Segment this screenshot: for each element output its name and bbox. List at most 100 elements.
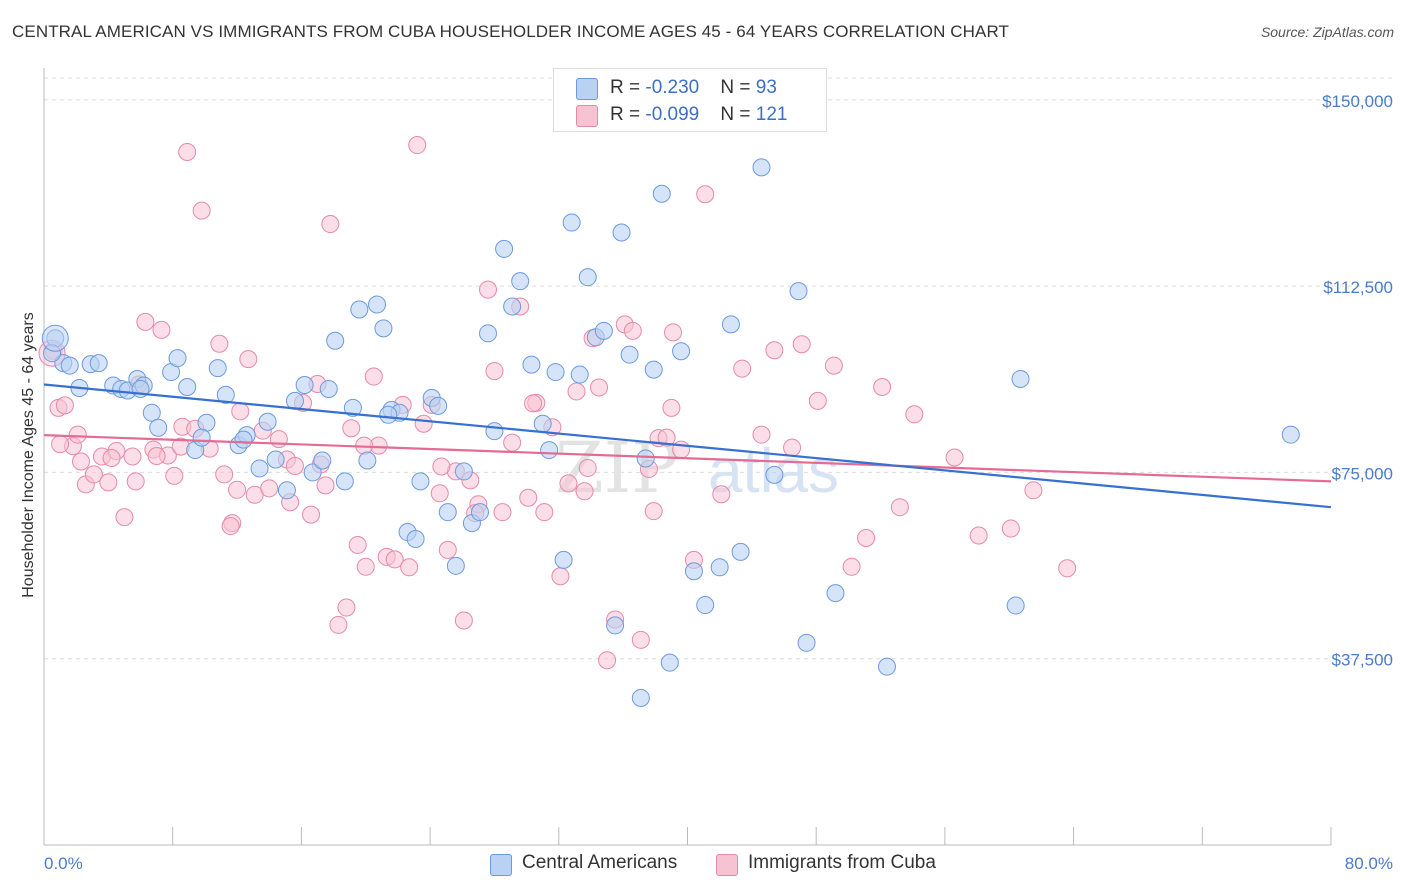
data-point-cuba	[102, 449, 121, 468]
data-point-cuba	[752, 425, 771, 444]
data-point-cuba	[356, 557, 375, 576]
data-point-central-american	[406, 529, 425, 548]
data-point-cuba	[215, 465, 234, 484]
data-point-cuba	[657, 428, 676, 447]
data-point-cuba	[890, 498, 909, 517]
trend-line-cuba	[43, 434, 1332, 483]
data-point-central-american	[411, 472, 430, 491]
data-point-cuba	[329, 615, 348, 634]
data-point-cuba	[969, 526, 988, 545]
data-point-central-american	[612, 223, 631, 242]
data-point-central-american	[546, 363, 565, 382]
data-point-cuba	[503, 433, 522, 452]
data-point-cuba	[192, 201, 211, 220]
data-point-cuba	[824, 356, 843, 375]
data-point-cuba	[712, 485, 731, 504]
data-point-cuba	[430, 484, 449, 503]
data-point-cuba	[136, 312, 155, 331]
data-point-central-american	[797, 633, 816, 652]
r-label: R =	[610, 77, 646, 98]
data-point-central-american	[374, 319, 393, 338]
source-label: Source: ZipAtlas.com	[1260, 24, 1394, 40]
series-central-americans	[41, 158, 1300, 707]
data-point-central-american	[485, 422, 504, 441]
data-point-cuba	[152, 320, 171, 339]
data-point-central-american	[368, 295, 387, 314]
data-point-central-american	[60, 356, 79, 375]
data-point-cuba	[524, 394, 543, 413]
data-point-cuba	[792, 335, 811, 354]
data-point-central-american	[522, 355, 541, 374]
data-point-cuba	[578, 458, 597, 477]
data-point-central-american	[479, 324, 498, 343]
data-point-cuba	[165, 466, 184, 485]
data-point-central-american	[142, 403, 161, 422]
data-point-central-american	[652, 184, 671, 203]
data-point-central-american	[533, 414, 552, 433]
data-point-cuba	[644, 502, 663, 521]
legend-text: R = -0.099 N = 121	[610, 104, 787, 126]
data-point-cuba	[342, 419, 361, 438]
data-point-central-american	[379, 405, 398, 424]
data-point-central-american	[234, 430, 253, 449]
data-point-central-american	[313, 451, 332, 470]
data-point-cuba	[400, 558, 419, 577]
n-label: N =	[720, 104, 756, 125]
data-point-cuba	[385, 550, 404, 569]
data-point-central-american	[540, 441, 559, 460]
data-point-cuba	[51, 435, 70, 454]
data-point-cuba	[842, 557, 861, 576]
data-point-central-american	[503, 297, 522, 316]
n-value: 121	[755, 104, 788, 125]
data-point-cuba	[1024, 481, 1043, 500]
n-value: 93	[755, 77, 777, 98]
data-point-cuba	[239, 350, 258, 369]
chart-title: CENTRAL AMERICAN VS IMMIGRANTS FROM CUBA…	[12, 22, 1010, 41]
data-point-cuba	[662, 398, 681, 417]
data-point-cuba	[68, 425, 87, 444]
watermark: ZIP atlas	[555, 427, 839, 509]
data-point-central-american	[149, 418, 168, 437]
data-point-cuba	[337, 598, 356, 617]
data-point-cuba	[285, 456, 304, 475]
data-point-central-american	[343, 398, 362, 417]
data-point-cuba	[302, 505, 321, 524]
data-point-central-american	[277, 481, 296, 500]
data-point-cuba	[696, 185, 715, 204]
data-point-cuba	[414, 414, 433, 433]
data-point-cuba	[260, 479, 279, 498]
data-point-central-american	[192, 428, 211, 447]
r-label: R =	[610, 104, 646, 125]
y-tick-label: $150,000	[1322, 92, 1393, 111]
data-point-central-american	[721, 315, 740, 334]
data-point-central-american	[789, 282, 808, 301]
data-point-cuba	[438, 540, 457, 559]
legend-text: R = -0.230 N = 93	[610, 77, 777, 99]
data-point-central-american	[877, 657, 896, 676]
data-point-central-american	[620, 345, 639, 364]
data-point-central-american	[446, 556, 465, 575]
data-point-cuba	[228, 480, 247, 499]
data-point-cuba	[485, 362, 504, 381]
data-point-central-american	[250, 459, 269, 478]
data-point-central-american	[594, 321, 613, 340]
data-point-central-american	[326, 331, 345, 350]
data-point-cuba	[783, 438, 802, 457]
data-point-central-american	[495, 239, 514, 258]
data-point-cuba	[551, 567, 570, 586]
data-point-central-american	[178, 377, 197, 396]
data-point-central-american	[826, 584, 845, 603]
data-point-central-american	[570, 365, 589, 384]
data-point-cuba	[493, 503, 512, 522]
legend-swatch-pink	[576, 105, 598, 127]
data-point-cuba	[559, 474, 578, 493]
data-point-cuba	[631, 630, 650, 649]
axis-labels: Householder Income Ages 45 - 64 years	[20, 312, 37, 598]
data-point-cuba	[454, 611, 473, 630]
data-point-central-american	[606, 616, 625, 635]
data-point-central-american	[644, 360, 663, 379]
data-point-central-american	[295, 375, 314, 394]
series-name: Immigrants from Cuba	[748, 852, 936, 873]
data-point-central-american	[89, 354, 108, 373]
data-point-central-american	[752, 158, 771, 177]
